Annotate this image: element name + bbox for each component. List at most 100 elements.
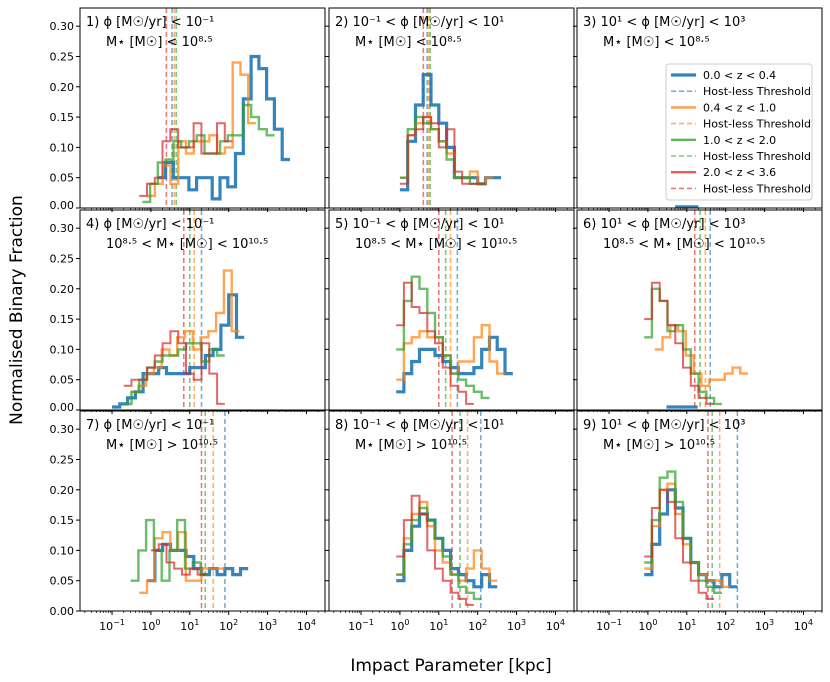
panel-4-mass-label: 10⁸·⁵ < M⋆ [M☉] < 10¹⁰·⁵ (106, 237, 268, 252)
x-tick-label: 102 (219, 618, 238, 633)
series-4-line (150, 543, 206, 576)
x-tick-label: 101 (677, 618, 696, 633)
x-tick-label: 10−1 (596, 618, 622, 633)
legend-box (665, 63, 813, 201)
y-tick-label: 0.00 (50, 199, 75, 212)
series-4-line (396, 494, 474, 606)
y-tick-label: 0.05 (50, 575, 75, 588)
y-tick-label: 0.10 (50, 343, 75, 356)
x-tick-label: 104 (794, 618, 813, 633)
y-tick-label: 0.20 (50, 81, 75, 94)
series-4-line (139, 122, 233, 197)
panel-6-title: 6) 10¹ < ϕ [M☉/yr] < 10³ (583, 217, 745, 232)
legend-entry-5-label: 1.0 < z < 2.0 (703, 134, 776, 147)
panel-frame (576, 7, 823, 209)
panel-frame (328, 209, 575, 411)
panel-frame (328, 7, 575, 209)
legend-entry-6-label: Host-less Threshold (703, 150, 811, 163)
series-1-line (396, 335, 513, 394)
x-tick-label: 103 (507, 618, 526, 633)
panel-5: 5) 10⁻¹ < ϕ [M☉/yr] < 10¹ 10⁸·⁵ < M⋆ [M☉]… (325, 209, 575, 414)
y-tick-label: 0.30 (50, 222, 75, 235)
legend-entry-3-label: 0.4 < z < 1.0 (703, 101, 776, 114)
x-tick-label: 100 (638, 618, 657, 633)
series-2-line (139, 531, 225, 594)
legend-entry-1-label: 0.0 < z < 0.4 (703, 69, 776, 82)
panel-frame (79, 410, 326, 612)
x-tick-label: 10−1 (99, 618, 125, 633)
x-tick-label: 104 (297, 618, 316, 633)
panel-3-title: 3) 10¹ < ϕ [M☉/yr] < 10³ (583, 15, 745, 30)
legend: 0.0 < z < 0.4 Host-less Threshold 0.4 < z … (665, 63, 813, 201)
panel-frame (79, 7, 326, 209)
x-tick-label: 104 (546, 618, 565, 633)
panel-1-title: 1) ϕ [M☉/yr] < 10⁻¹ (86, 15, 214, 30)
series-1-line (396, 512, 498, 589)
y-tick-label: 0.20 (50, 283, 75, 296)
series-4-line (396, 281, 474, 405)
panel-3-mass-label: M⋆ [M☉] < 10⁸·⁵ (603, 35, 710, 50)
series-4-line (399, 116, 486, 185)
y-tick-label: 0.10 (50, 544, 75, 557)
panel-frame (576, 209, 823, 411)
panel-2-mass-label: M⋆ [M☉] < 10⁸·⁵ (355, 35, 462, 50)
x-tick-label: 100 (390, 618, 409, 633)
y-tick-label: 0.30 (50, 20, 75, 33)
y-axis-label: Normalised Binary Fraction (7, 195, 27, 425)
panel-6-mass-label: 10⁸·⁵ < M⋆ [M☉] < 10¹⁰·⁵ (603, 237, 765, 252)
series-3-line (644, 470, 722, 594)
y-tick-label: 0.25 (50, 50, 75, 63)
panel-9: 10−1 100 101 102 103 104 9) 10¹ < ϕ [M☉/yr] < … (573, 410, 823, 633)
x-tick-label: 100 (141, 618, 160, 633)
y-tick-label: 0.30 (50, 423, 75, 436)
panel-4-title: 4) ϕ [M☉/yr] < 10⁻¹ (86, 217, 214, 232)
y-tick-label: 0.15 (50, 313, 75, 326)
series-1-line (157, 54, 290, 201)
legend-entry-4-label: Host-less Threshold (703, 118, 811, 131)
legend-entry-8-label: Host-less Threshold (703, 182, 811, 195)
x-tick-label: 101 (429, 618, 448, 633)
y-tick-label: 0.25 (50, 453, 75, 466)
panel-5-title: 5) 10⁻¹ < ϕ [M☉/yr] < 10¹ (335, 217, 504, 232)
x-tick-label: 103 (258, 618, 277, 633)
x-tick-label: 101 (180, 618, 199, 633)
series-2-line (644, 482, 730, 588)
y-tick-label: 0.10 (50, 141, 75, 154)
series-3-line (396, 506, 482, 601)
x-tick-label: 102 (468, 618, 487, 633)
panel-frame (79, 209, 326, 411)
panel-1-mass-label: M⋆ [M☉] < 10⁸·⁵ (106, 35, 213, 50)
panel-1: 0.00 0.05 0.10 0.15 0.20 0.25 0.30 1) ϕ [M☉/yr]… (50, 7, 326, 212)
panel-8-mass-label: M⋆ [M☉] > 10¹⁰·⁵ (355, 438, 467, 453)
panel-7-title: 7) ϕ [M☉/yr] < 10⁻¹ (86, 418, 214, 433)
y-tick-label: 0.20 (50, 484, 75, 497)
panel-5-mass-label: 10⁸·⁵ < M⋆ [M☉] < 10¹⁰·⁵ (355, 237, 517, 252)
y-tick-label: 0.15 (50, 514, 75, 527)
panel-4: 0.00 0.05 0.10 0.15 0.20 0.25 0.30 4) ϕ [M☉/yr]… (50, 209, 326, 414)
y-tick-label: 0.25 (50, 252, 75, 265)
panel-frame (328, 410, 575, 612)
series-2-line (654, 324, 749, 387)
series-2-line (396, 500, 498, 582)
panel-9-mass-label: M⋆ [M☉] > 10¹⁰·⁵ (603, 438, 715, 453)
y-tick-label: 0.05 (50, 172, 75, 185)
legend-entry-7-label: 2.0 < z < 3.6 (703, 166, 776, 179)
panel-6: 6) 10¹ < ϕ [M☉/yr] < 10³ 10⁸·⁵ < M⋆ [M☉] … (573, 209, 823, 414)
x-tick-label: 103 (755, 618, 774, 633)
series-3-line (142, 103, 275, 204)
panel-frame (576, 410, 823, 612)
panel-2: 2) 10⁻¹ < ϕ [M☉/yr] < 10¹ M⋆ [M☉] < 10⁸·⁵ (325, 7, 575, 212)
x-tick-label: 10−1 (348, 618, 374, 633)
legend-entry-2-label: Host-less Threshold (703, 85, 811, 98)
panel-8: 10−1 100 101 102 103 104 8) 10⁻¹ < ϕ [M☉/yr] <… (325, 410, 575, 633)
panel-grid: 0.00 0.05 0.10 0.15 0.20 0.25 0.30 1) ϕ [M☉/yr]… (50, 7, 823, 633)
series-4-line (644, 281, 715, 405)
panel-7: 0.00 0.05 0.10 0.15 0.20 0.25 0.30 10−1 100 101 10… (50, 410, 326, 633)
series-3-line (399, 115, 486, 185)
series-1-line (112, 293, 245, 409)
y-tick-label: 0.15 (50, 111, 75, 124)
series-4-line (644, 488, 715, 600)
panel-7-mass-label: M⋆ [M☉] > 10¹⁰·⁵ (106, 438, 218, 453)
panel-3: 3) 10¹ < ϕ [M☉/yr] < 10³ M⋆ [M☉] < 10⁸·⁵ (573, 7, 823, 212)
panel-9-title: 9) 10¹ < ϕ [M☉/yr] < 10³ (583, 418, 745, 433)
